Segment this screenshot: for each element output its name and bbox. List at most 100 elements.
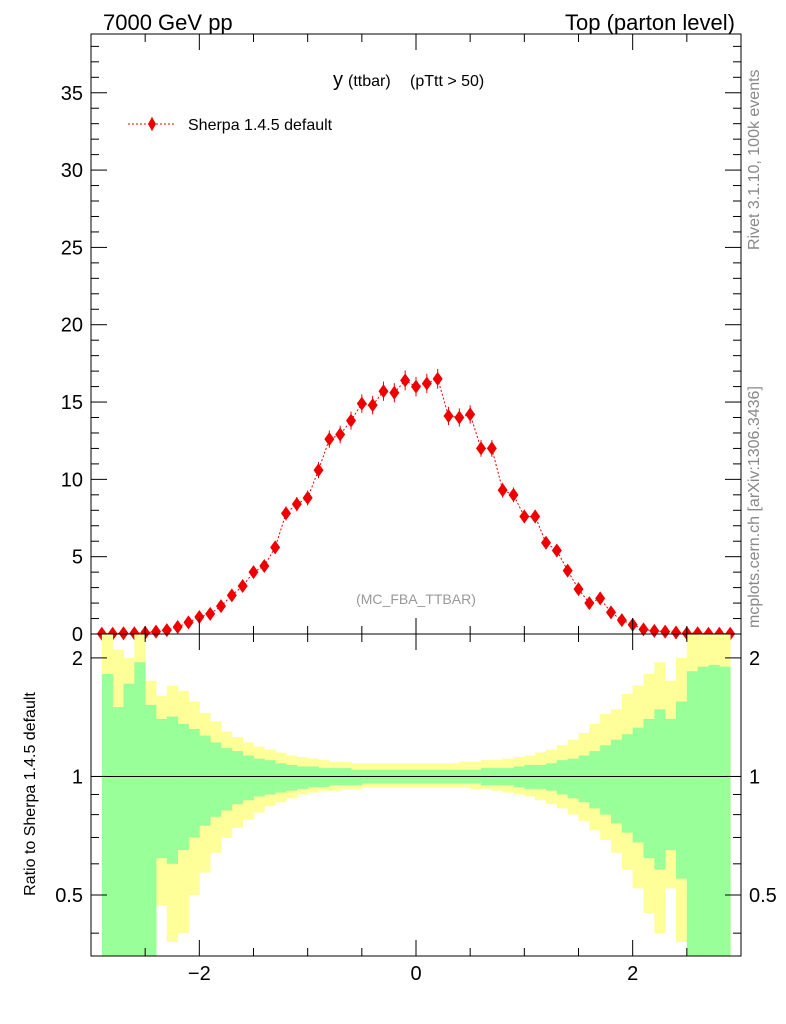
data-point (486, 441, 497, 456)
ratio-inner-band-bin (719, 666, 731, 956)
data-point (183, 615, 194, 630)
ratio-ylabel: Ratio to Sherpa 1.4.5 default (22, 692, 39, 896)
data-point (551, 543, 562, 558)
data-point (411, 379, 421, 394)
ratio-inner-band-bin (600, 745, 612, 815)
data-point (432, 371, 443, 386)
rivet-version-label: Rivet 3.1.10, 100k events (746, 69, 763, 250)
ratio-inner-band-bin (210, 742, 222, 817)
data-point (324, 432, 335, 447)
ratio-inner-band-bin (686, 671, 699, 956)
ratio-inner-band-bin (632, 727, 644, 843)
ratio-ytick-label: 0.5 (55, 885, 83, 907)
ratio-inner-band-bin (199, 735, 211, 826)
main-axis-ticks: 0 5 10 15 20 25 30 35 (61, 34, 742, 646)
data-point (389, 385, 400, 400)
data-point (291, 497, 302, 512)
ratio-inner-band-bin (589, 751, 601, 809)
ratio-inner-band-bin (676, 701, 688, 879)
main-ytick-label: 25 (61, 237, 83, 259)
data-point (508, 487, 519, 502)
ratio-inner-band-bin (134, 662, 146, 956)
process-label: Top (parton level) (565, 10, 735, 35)
data-point (313, 463, 324, 478)
data-point (660, 624, 671, 639)
ratio-inner-band-bin (101, 674, 114, 956)
data-point (248, 565, 259, 580)
ratio-inner-band-bin (253, 758, 265, 797)
ratio-ytick-label: 1 (72, 766, 83, 788)
ratio-xtick-label: 0 (410, 963, 421, 985)
ratio-inner-band-bin (567, 758, 579, 799)
ratio-inner-band-bin (166, 716, 179, 864)
data-point (454, 410, 465, 425)
main-ytick-label: 35 (61, 83, 83, 105)
ratio-inner-band-bin (665, 718, 677, 851)
main-ytick-label: 0 (72, 624, 83, 646)
data-point (671, 625, 681, 640)
data-point (638, 622, 649, 637)
ratio-inner-band-bin (351, 769, 363, 786)
ratio-xtick-label: −2 (188, 963, 211, 985)
data-point (465, 407, 476, 422)
mcplots-label: mcplots.cern.ch [arXiv:1306.3436] (746, 386, 763, 628)
data-point (259, 558, 270, 573)
ratio-ytick-label: 2 (72, 648, 83, 670)
data-point (476, 441, 486, 456)
main-ytick-label: 20 (61, 315, 83, 337)
ratio-inner-band-bin (112, 707, 124, 956)
ratio-panel-frame (90, 633, 742, 957)
data-point (530, 509, 541, 524)
ratio-inner-band-bin (611, 739, 623, 824)
data-point (205, 606, 216, 621)
data-point (367, 398, 378, 413)
plot-title-cut: (pTtt > 50) (410, 73, 484, 90)
ratio-inner-band-bin (643, 718, 655, 859)
data-point (270, 540, 281, 555)
ratio-bands (101, 634, 731, 956)
data-point (400, 373, 411, 388)
data-point (606, 605, 616, 620)
ratio-inner-band-bin (156, 718, 168, 859)
data-point (237, 579, 248, 594)
data-point (573, 582, 584, 597)
legend-marker (148, 117, 156, 131)
data-point (497, 483, 508, 498)
data-point (649, 623, 660, 638)
ratio-xtick-label: 2 (627, 963, 638, 985)
ratio-inner-band-bin (708, 664, 720, 956)
energy-label: 7000 GeV pp (103, 10, 233, 35)
main-ytick-label: 5 (72, 547, 83, 569)
data-point (216, 599, 226, 614)
data-point (302, 490, 313, 505)
data-point (335, 427, 346, 442)
main-panel: y (ttbar) (pTtt > 50) (MC_FBA_TTBAR) 0 5 1… (61, 33, 742, 646)
data-point (161, 623, 172, 638)
ratio-inner-band-bin (177, 723, 189, 851)
ratio-axis-ticks: 0.5 0.5 1 1 2 2 −2 0 2 (55, 634, 777, 985)
ratio-panel: 0.5 0.5 1 1 2 2 −2 0 2 Ratio to Sherpa 1.4.5 def… (22, 633, 777, 985)
data-point (421, 376, 432, 391)
ratio-inner-band-bin (697, 666, 709, 956)
plot-title-main: y (333, 69, 343, 91)
ratio-inner-band-bin (275, 763, 287, 793)
main-ytick-label: 15 (61, 392, 83, 414)
ratio-inner-band-bin (556, 760, 569, 795)
ratio-inner-band-bin (188, 728, 200, 838)
data-point (541, 535, 551, 550)
data-point (595, 591, 606, 606)
legend-label: Sherpa 1.4.5 default (188, 117, 333, 134)
data-point (281, 506, 291, 521)
data-point (151, 624, 161, 639)
main-ytick-label: 10 (61, 469, 83, 491)
data-point (443, 408, 454, 423)
data-point (118, 626, 129, 641)
data-point (378, 384, 389, 399)
data-point (194, 609, 205, 624)
ratio-inner-band-bin (221, 748, 233, 811)
main-ytick-label: 30 (61, 160, 83, 182)
data-point (584, 596, 595, 611)
ratio-inner-band-bin (654, 709, 666, 870)
ratio-ytick-label-right: 0.5 (749, 885, 777, 907)
